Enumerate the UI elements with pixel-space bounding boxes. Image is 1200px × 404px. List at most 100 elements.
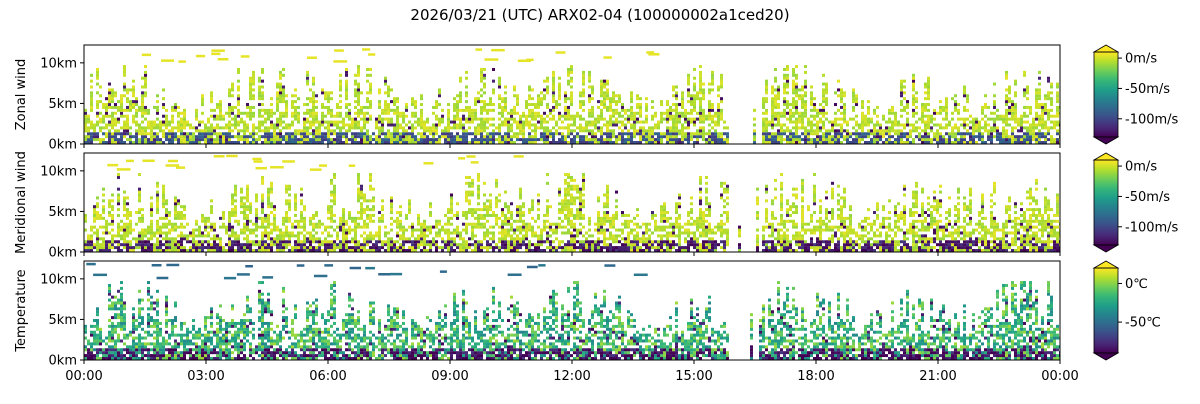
heatmap-cell	[360, 138, 363, 141]
heatmap-cell	[699, 74, 702, 77]
heatmap-cell	[588, 77, 591, 80]
heatmap-cell	[801, 103, 804, 106]
heatmap-cell	[96, 214, 99, 217]
heatmap-cell	[591, 135, 594, 138]
heatmap-cell	[129, 126, 132, 129]
heatmap-cell	[333, 191, 336, 194]
heatmap-cell	[444, 129, 447, 132]
heatmap-cell	[117, 229, 120, 232]
heatmap-cell	[264, 121, 267, 124]
heatmap-cell	[447, 121, 450, 124]
heatmap-cell	[690, 121, 693, 124]
heatmap-cell	[276, 243, 279, 246]
heatmap-cell	[492, 118, 495, 121]
heatmap-cell	[1014, 135, 1017, 138]
heatmap-cell	[312, 123, 315, 126]
heatmap-cell	[570, 100, 573, 103]
heatmap-cell	[660, 100, 663, 103]
heatmap-cell	[1008, 91, 1011, 94]
heatmap-cell	[336, 123, 339, 126]
heatmap-cell	[501, 109, 504, 112]
heatmap-cell	[618, 135, 621, 138]
heatmap-cell	[693, 135, 696, 138]
heatmap-cell	[273, 223, 276, 226]
heatmap-cell	[486, 126, 489, 129]
heatmap-cell	[795, 94, 798, 97]
heatmap-cell	[315, 246, 318, 249]
heatmap-cell	[651, 100, 654, 103]
heatmap-cell	[330, 91, 333, 94]
heatmap-cell	[285, 115, 288, 118]
heatmap-cell	[708, 112, 711, 115]
heatmap-cell	[156, 135, 159, 138]
heatmap-cell	[276, 94, 279, 97]
heatmap-cell	[996, 129, 999, 132]
heatmap-cell	[324, 243, 327, 246]
heatmap-cell	[90, 103, 93, 106]
heatmap-cell	[87, 126, 90, 129]
heatmap-cell	[792, 103, 795, 106]
heatmap-cell	[873, 123, 876, 126]
heatmap-cell	[300, 226, 303, 229]
heatmap-cell	[717, 118, 720, 121]
heatmap-cell	[135, 129, 138, 132]
heatmap-cell	[93, 217, 96, 220]
heatmap-cell	[687, 123, 690, 126]
heatmap-cell	[396, 115, 399, 118]
heatmap-cell	[264, 214, 267, 217]
heatmap-cell	[972, 121, 975, 124]
heatmap-cell	[777, 85, 780, 88]
heatmap-cell	[228, 91, 231, 94]
heatmap-cell	[387, 91, 390, 94]
heatmap-cell	[324, 229, 327, 232]
heatmap-cell	[804, 112, 807, 115]
heatmap-cell	[435, 234, 438, 237]
heatmap-cell	[567, 123, 570, 126]
heatmap-cell	[306, 80, 309, 83]
heatmap-cell	[222, 126, 225, 129]
heatmap-cell	[489, 138, 492, 141]
heatmap-cell	[351, 246, 354, 249]
heatmap-cell	[309, 243, 312, 246]
heatmap-cell	[699, 106, 702, 109]
heatmap-cell	[900, 115, 903, 118]
heatmap-cell	[498, 83, 501, 86]
heatmap-cell	[297, 132, 300, 135]
heatmap-cell	[786, 118, 789, 121]
heatmap-cell	[180, 234, 183, 237]
heatmap-cell	[681, 129, 684, 132]
heatmap-cell	[534, 123, 537, 126]
heatmap-cell	[426, 135, 429, 138]
heatmap-cell	[957, 112, 960, 115]
heatmap-cell	[360, 205, 363, 208]
heatmap-cell	[825, 138, 828, 141]
heatmap-cell	[855, 138, 858, 141]
heatmap-cell	[846, 138, 849, 141]
heatmap-cell	[558, 118, 561, 121]
heatmap-cell	[789, 132, 792, 135]
heatmap-cell	[354, 100, 357, 103]
heatmap-cell	[360, 211, 363, 214]
heatmap-cell	[771, 115, 774, 118]
heatmap-cell	[111, 243, 114, 246]
heatmap-cell	[396, 118, 399, 121]
heatmap-cell	[465, 176, 468, 179]
heatmap-cell	[240, 202, 243, 205]
heatmap-cell	[429, 246, 432, 249]
heatmap-cell	[867, 132, 870, 135]
heatmap-cell	[321, 103, 324, 106]
heatmap-cell	[99, 243, 102, 246]
heatmap-cell	[411, 132, 414, 135]
heatmap-cell	[993, 100, 996, 103]
heatmap-cell	[159, 234, 162, 237]
heatmap-cell	[1011, 100, 1014, 103]
heatmap-cell	[1023, 126, 1026, 129]
heatmap-cell	[786, 80, 789, 83]
heatmap-cell	[270, 229, 273, 232]
heatmap-cell	[162, 223, 165, 226]
heatmap-cell	[285, 126, 288, 129]
heatmap-cell	[93, 243, 96, 246]
heatmap-cell	[690, 100, 693, 103]
heatmap-cell	[813, 97, 816, 100]
